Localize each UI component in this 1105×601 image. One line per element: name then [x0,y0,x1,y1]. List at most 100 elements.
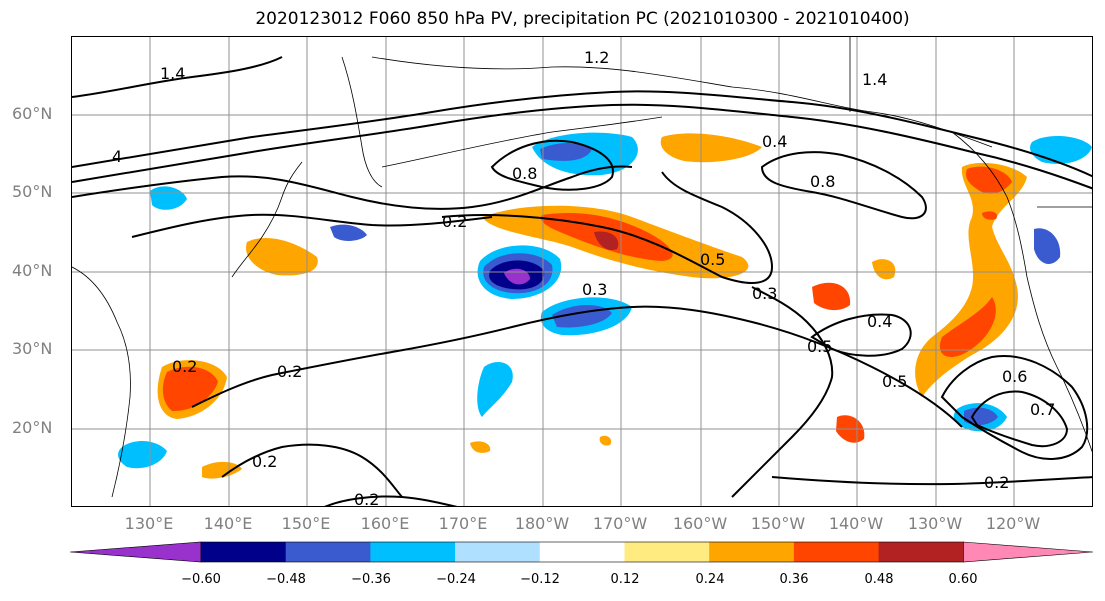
contour-label: 1.2 [584,48,609,67]
pv-contour [441,171,774,284]
coastline-north-america [951,131,1092,453]
coastline-kamchatka [341,56,383,188]
pv-contour [490,139,614,191]
contour-label: 0.2 [354,490,379,507]
lon-label: 130°W [907,514,963,533]
colorbar-cell [539,542,625,562]
lon-label: 140°W [828,514,884,533]
coastline-alaska [371,56,993,148]
contour-label: 1.4 [160,64,185,83]
precip-positive-peak [594,231,619,251]
map-panel: 0.2 0.2 0.2 0.2 0.2 0.2 0.3 0.3 0.4 0.4 … [71,36,1093,507]
pv-contour [970,390,1069,448]
precip-positive-small [872,259,896,280]
contour-label: 0.7 [1030,400,1055,419]
precip-negative-north-core [540,143,592,161]
colorbar-cell [878,542,964,562]
pv-contour [72,165,633,210]
contour-label: 0.5 [807,337,832,356]
colorbar-extend-low [70,541,202,563]
pv-contour [191,305,963,428]
contour-label: 0.5 [700,250,725,269]
lon-label: 140°E [203,514,253,533]
precip-negative-small [118,440,167,469]
pv-contour [940,355,1089,460]
lon-label: 150°E [281,514,331,533]
precip-negative-small [477,362,513,417]
precip-positive-small [599,435,612,446]
lat-label: 20°N [12,418,53,437]
precip-positive-small [202,461,242,479]
pv-contour [131,213,493,238]
precip-positive-small [982,211,998,220]
contour-label: 0.4 [762,132,787,151]
precip-negative-small [1034,228,1061,264]
contour-labels: 0.2 0.2 0.2 0.2 0.2 0.2 0.3 0.3 0.4 0.4 … [112,48,1055,507]
coastline-japan [231,161,303,278]
precip-positive-small [470,441,491,453]
colorbar-tick-label: −0.12 [520,572,560,587]
contour-label: 0.3 [582,280,607,299]
contour-label: 0.4 [867,312,892,331]
colorbar-cell [624,542,710,562]
colorbar-extend-high [962,541,1094,563]
lon-label: 170°W [592,514,648,533]
colorbar-tick-label: 0.12 [610,572,640,587]
colorbar-tick-label: −0.24 [436,572,476,587]
precip-positive-japan [246,237,318,276]
pv-contour [221,443,403,498]
lon-label: 150°W [750,514,806,533]
colorbar-tick-label: −0.48 [266,572,306,587]
pv-contour [760,151,927,220]
lon-label: 180°W [514,514,570,533]
lat-label: 30°N [12,339,53,358]
map-canvas: 0.2 0.2 0.2 0.2 0.2 0.2 0.3 0.3 0.4 0.4 … [72,37,1092,507]
lon-label: 130°E [124,514,174,533]
precip-negative-ca-core [964,407,998,426]
precip-positive-coast-core [966,166,1012,194]
contour-label: 0.3 [752,284,777,303]
contour-label: 0.2 [277,362,302,381]
precip-shading [118,132,1092,479]
precip-positive-gulf [660,133,762,163]
lat-label: 40°N [12,261,53,280]
pv-contour [324,495,458,506]
pv-contour [810,313,912,357]
precip-negative-small [1030,135,1092,164]
pv-contour [771,476,1092,486]
colorbar-cell [201,542,287,562]
colorbar-cell [370,542,456,562]
colorbar-tick-label: 0.36 [779,572,809,587]
lon-label: 160°W [672,514,728,533]
colorbar-cell [455,542,541,562]
coastlines [72,37,1092,498]
colorbar-tick-label: −0.36 [351,572,391,587]
coastline-asia [72,266,131,498]
colorbar-cells [70,541,1094,563]
contour-label: 0.8 [810,172,835,191]
precip-negative-small [330,224,367,241]
contour-label: 0.2 [984,473,1009,492]
colorbar-frame [200,541,964,563]
colorbar-tick-label: −0.60 [181,572,221,587]
contour-label: 0.2 [252,452,277,471]
contour-label: 1.4 [862,70,887,89]
graticule [72,37,1092,506]
pv-contour [72,90,1092,178]
pv-contours [72,56,1092,506]
lon-label: 160°E [360,514,410,533]
contour-label: 0.2 [442,212,467,231]
precip-positive-coast-south [939,297,996,357]
colorbar-tick-label: 0.48 [864,572,894,587]
colorbar-cell [285,542,371,562]
pv-contour [731,286,834,498]
lon-label: 170°E [438,514,488,533]
colorbar-tick-label: 0.24 [695,572,725,587]
contour-label: 0.5 [882,372,907,391]
contour-label: 0.2 [172,357,197,376]
lat-label: 50°N [12,182,53,201]
lat-label: 60°N [12,104,53,123]
contour-label: 0.8 [512,164,537,183]
contour-label: 0.6 [1002,367,1027,386]
colorbar-cell [709,542,795,562]
